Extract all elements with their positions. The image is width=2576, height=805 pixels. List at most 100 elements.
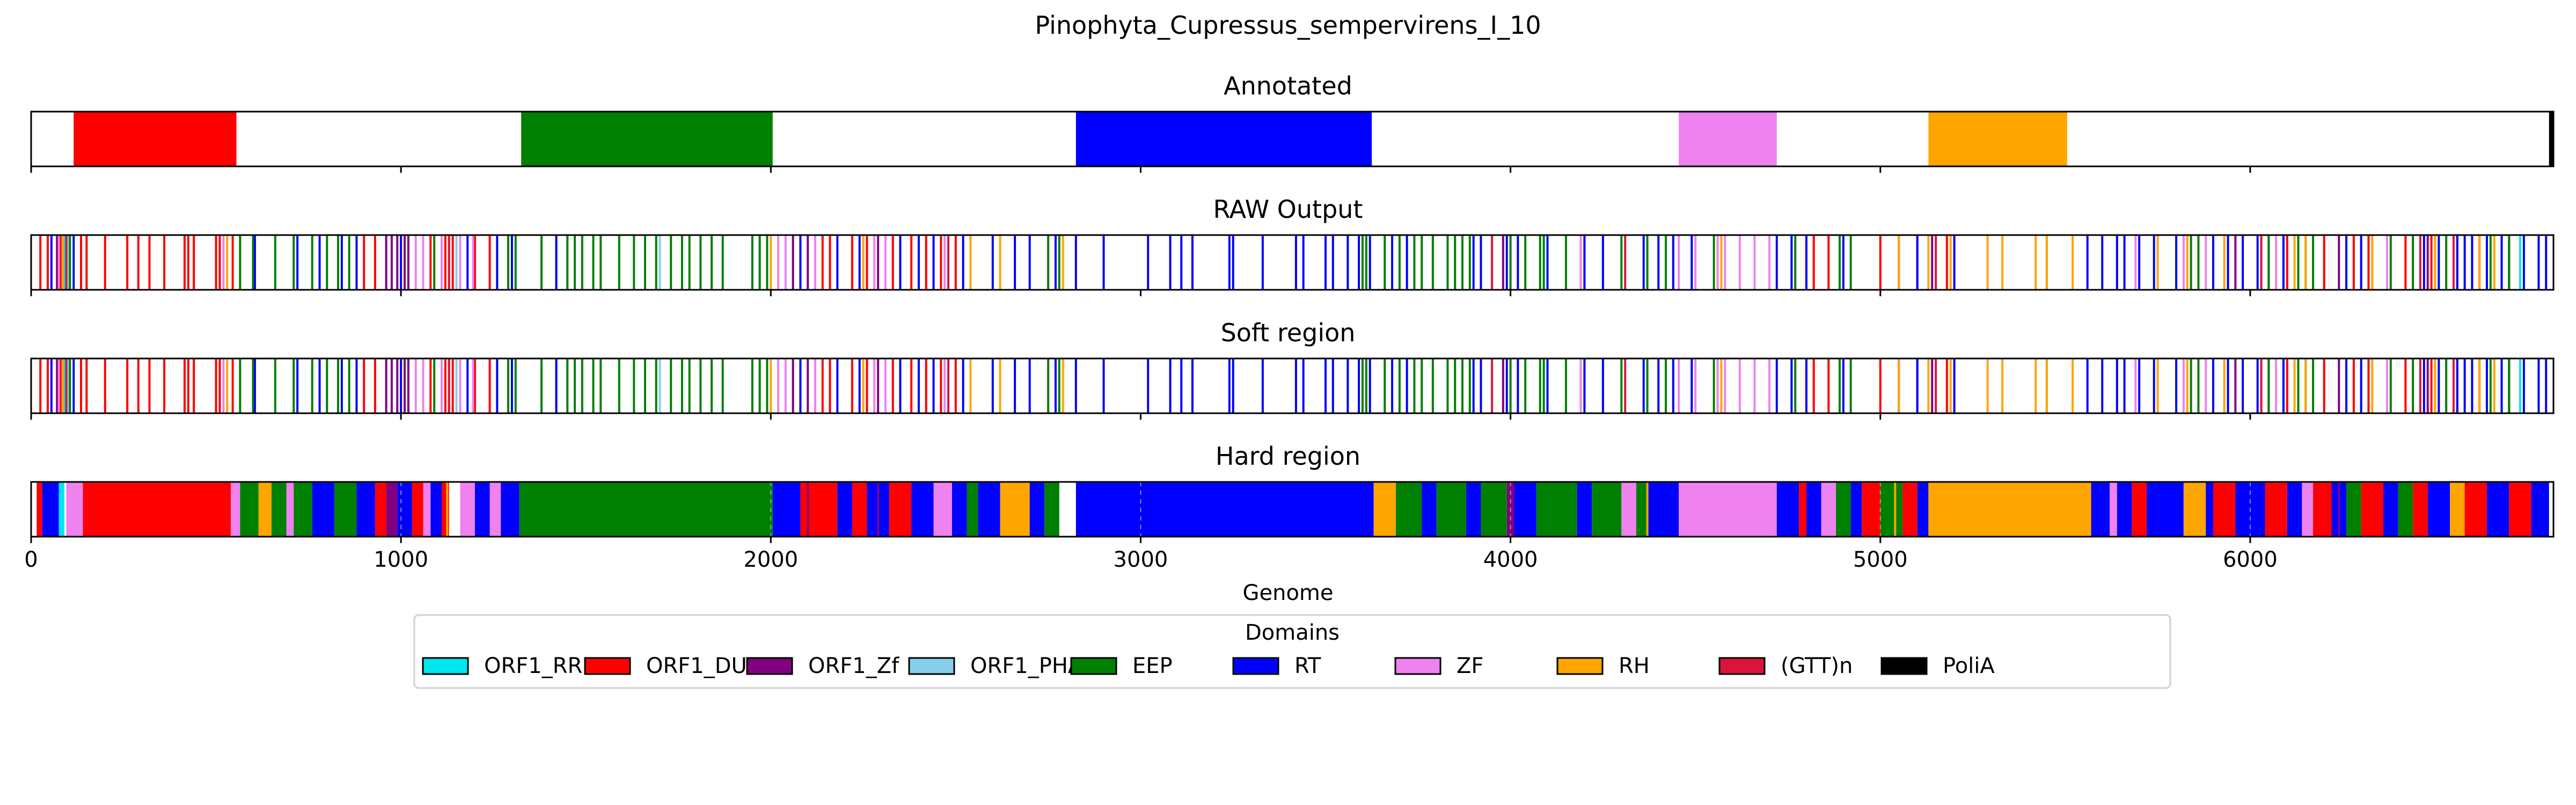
segment-polia-5 [2549,112,2553,166]
segment-eep-42 [1395,482,1422,537]
segment-zf-23 [489,482,501,537]
segment-eep-49 [1536,482,1577,537]
segment-rt-54 [1647,482,1679,537]
segment-orf1rrm-2 [58,482,65,537]
track-frame-annotated [30,111,2555,167]
segment-rt-86 [2427,482,2450,537]
track-frame-hard-region [30,481,2555,538]
segment-orf1duf-57 [1799,482,1806,537]
segment-eep-63 [1880,482,1903,537]
legend-item-gttn: (GTT)n [1718,654,1853,678]
segment-rt-43 [1422,482,1437,537]
segment-rt-61 [1850,482,1862,537]
segment-eep-44 [1436,482,1466,537]
x-axis-label: Genome [1242,581,1333,605]
segment-zf-18 [423,482,431,537]
legend-swatch-eep [1070,657,1117,675]
segment-eep-8 [271,482,287,537]
track-title-hard-region: Hard region [1216,442,1360,471]
segment-eep-35 [967,482,978,537]
segment-rt-91 [2531,482,2549,537]
track-title-annotated: Annotated [1224,71,1352,100]
segment-rt-16 [397,482,412,537]
segment-rt-13 [356,482,375,537]
x-tick-label-0: 0 [24,547,38,572]
segment-rh-72 [2183,482,2206,537]
legend-label-rt: RT [1294,654,1321,678]
legend-title: Domains [1245,620,1340,645]
segment-eep-81 [2346,482,2361,537]
segment-zf-9 [286,482,294,537]
track-soft-region: Soft region [30,318,2555,420]
segment-rt-48 [1514,482,1536,537]
segment-rt-77 [2287,482,2302,537]
legend-item-orf1rrm: ORF1_RRM [422,654,601,678]
legend: Domains ORF1_RRM ORF1_DUF ORF1_Zf ORF1_PHA EE… [413,614,2171,689]
segment-rt-28 [837,482,852,537]
x-axis: 0 1000 2000 3000 4000 5000 6000 [24,547,2278,572]
segment-zf-33 [933,482,952,537]
legend-item-eep: EEP [1070,654,1173,678]
legend-swatch-rt [1232,657,1279,675]
segment-zf-21 [460,482,475,537]
legend-label-orf1zf: ORF1_Zf [808,654,899,678]
legend-item-polia: PoliA [1880,654,1995,678]
track-hard-region: Hard region [30,442,2555,543]
legend-item-zf: ZF [1394,654,1483,678]
segment-zf-68 [2110,482,2117,537]
segment-zf-5 [231,482,240,537]
segment-rt-38 [1029,482,1045,537]
segment-rt-2 [1075,112,1372,166]
segment-orf1duf-62 [1862,482,1880,537]
segment-rt-11 [312,482,335,537]
tracks-group: Annotated RAW Output Soft region Hard regio… [30,71,2555,543]
segment-rt-22 [474,482,490,537]
legend-swatch-zf [1394,657,1441,675]
legend-swatch-orf1zf [746,657,793,675]
segment-rt-26 [772,482,801,537]
x-tick-label-6: 6000 [2223,547,2278,572]
segment-rt-73 [2206,482,2213,537]
legend-swatch-polia [1880,657,1928,675]
legend-item-orf1duf: ORF1_DUF [584,654,759,678]
segment-orf1duf-70 [2132,482,2147,537]
segment-orf1zf-15 [386,482,398,537]
legend-swatch-rh [1556,657,1604,675]
segment-eep-53 [1636,482,1648,537]
segment-eep-46 [1481,482,1507,537]
track-frame-soft-region [30,357,2555,414]
legend-label-orf1duf: ORF1_DUF [646,654,759,678]
track-frame-raw-output [30,234,2555,291]
segment-zf-52 [1621,482,1636,537]
segment-eep-12 [334,482,357,537]
segment-rh-4 [1928,112,2067,166]
segment-rh-87 [2450,482,2465,537]
legend-swatch-orf1rrm [422,657,469,675]
segment-rt-36 [978,482,1000,537]
segment-rh-66 [1928,482,2091,537]
segment-rt-71 [2146,482,2184,537]
segment-orf1duf-82 [2361,482,2383,537]
legend-swatch-orf1pha [908,657,955,675]
legend-item-orf1pha: ORF1_PHA [908,654,1083,678]
segment-orf1duf-27 [800,482,838,537]
x-tick-label-1: 1000 [374,547,428,572]
segment-rt-89 [2486,482,2509,537]
legend-label-rh: RH [1619,654,1650,678]
legend-swatch-gttn [1718,657,1766,675]
segment-rt-50 [1577,482,1592,537]
legend-swatch-orf1duf [584,657,631,675]
track-annotated: Annotated [30,71,2555,173]
segment-orf1duf-85 [2413,482,2428,537]
segment-rt-19 [430,482,442,537]
segment-eep-6 [240,482,259,537]
segment-zf-55 [1679,482,1777,537]
segment-rt-69 [2117,482,2132,537]
segment-orf1duf-0 [36,482,42,537]
segment-rt-40 [1075,482,1374,537]
segment-rt-65 [1917,482,1929,537]
x-tick-label-3: 3000 [1114,547,1168,572]
segment-zf-59 [1821,482,1836,537]
segment-zf-3 [66,482,83,537]
